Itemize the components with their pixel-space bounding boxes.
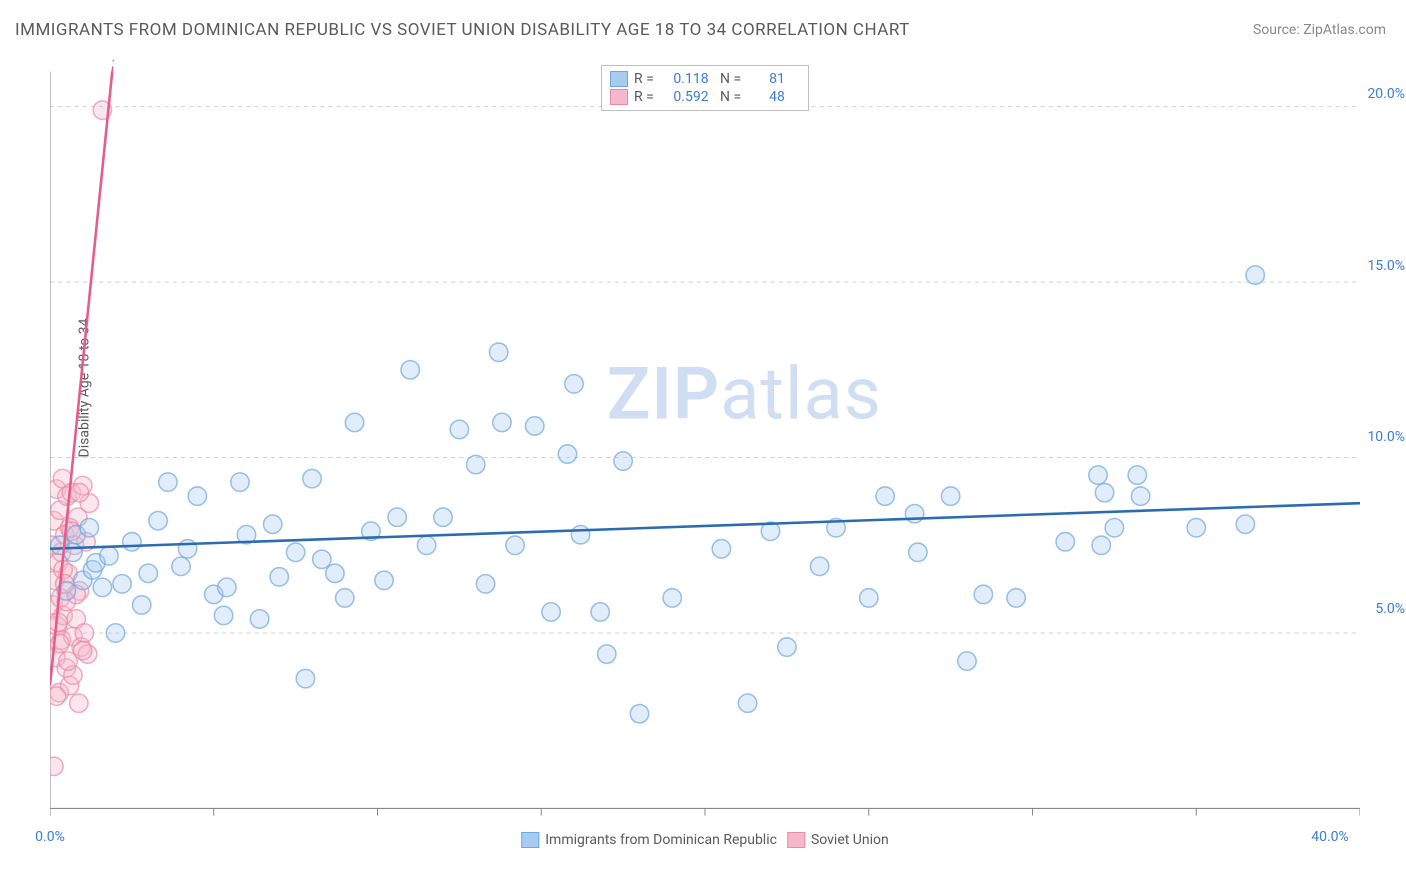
legend-r-value: 0.118 — [668, 71, 714, 87]
chart-title: IMMIGRANTS FROM DOMINICAN REPUBLIC VS SO… — [15, 20, 910, 40]
x-tick-label: 40.0% — [1311, 829, 1349, 845]
legend-swatch — [610, 71, 628, 87]
legend-n-label: N = — [720, 71, 748, 87]
legend-r-label: R = — [634, 71, 662, 87]
series-name: Immigrants from Dominican Republic — [545, 832, 777, 848]
series-legend-item: Immigrants from Dominican Republic — [521, 832, 777, 848]
y-tick-label: 10.0% — [1367, 429, 1405, 445]
source-attribution: Source: ZipAtlas.com — [1253, 22, 1386, 38]
y-tick-label: 15.0% — [1367, 258, 1405, 274]
series-legend: Immigrants from Dominican Republic Sovie… — [521, 832, 889, 848]
chart-area: Disability Age 18 to 34 ZIPatlas R = 0.1… — [50, 60, 1360, 820]
legend-n-value: 81 — [754, 71, 800, 87]
legend-swatch — [787, 832, 805, 848]
y-tick-label: 5.0% — [1375, 601, 1405, 617]
x-tick-label: 0.0% — [35, 829, 65, 845]
series-legend-item: Soviet Union — [787, 832, 889, 848]
legend-r-label: R = — [634, 89, 662, 105]
series-name: Soviet Union — [811, 832, 889, 848]
legend-n-value: 48 — [754, 89, 800, 105]
correlation-legend: R = 0.118 N = 81 R = 0.592 N = 48 — [601, 65, 809, 111]
scatter-plot — [50, 60, 1360, 820]
legend-swatch — [610, 89, 628, 105]
y-tick-label: 20.0% — [1367, 86, 1405, 102]
legend-row: R = 0.592 N = 48 — [604, 88, 806, 106]
legend-r-value: 0.592 — [668, 89, 714, 105]
legend-n-label: N = — [720, 89, 748, 105]
legend-swatch — [521, 832, 539, 848]
legend-row: R = 0.118 N = 81 — [604, 70, 806, 88]
